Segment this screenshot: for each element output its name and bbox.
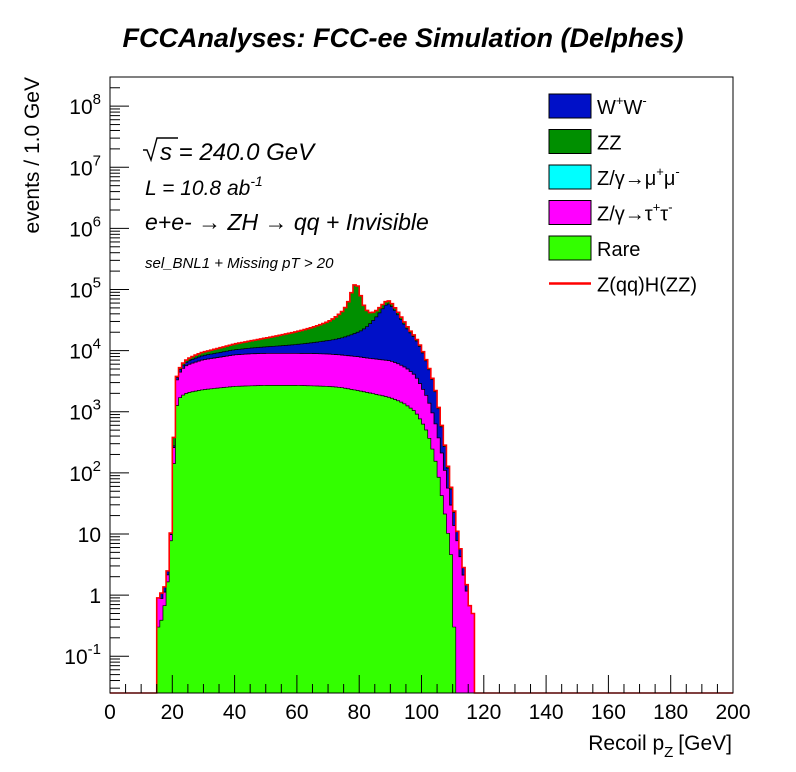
- stacked-histogram: [110, 284, 733, 694]
- legend-swatch: [548, 200, 592, 225]
- legend-label: W+W-: [597, 93, 647, 119]
- y-tick-label: 108: [69, 91, 101, 119]
- y-tick-label: 10: [78, 524, 101, 547]
- legend-label: Z/γ→μ+μ-: [597, 164, 680, 190]
- y-tick-label: 104: [69, 336, 101, 364]
- x-axis: 0 20 40 60 80 100 120 140 160 180 200: [104, 675, 751, 724]
- x-tick-label: 120: [466, 701, 501, 724]
- legend-swatch: [548, 129, 592, 154]
- x-axis-title: Recoil pZ [GeV]: [588, 732, 732, 761]
- x-tick-label: 80: [348, 701, 371, 724]
- legend-label: Z(qq)H(ZZ): [597, 275, 697, 297]
- x-tick-label: 60: [285, 701, 308, 724]
- y-tick-label: 103: [69, 397, 101, 425]
- y-tick-label: 10-1: [64, 641, 101, 669]
- legend-label: ZZ: [597, 133, 621, 155]
- x-axis-title-unit: [GeV]: [678, 732, 732, 755]
- legend-swatch: [548, 235, 592, 261]
- x-tick-label: 140: [529, 701, 564, 724]
- legend: W+W- ZZ Z/γ→μ+μ- Z/γ→τ+τ- Rare Z(qq)H(ZZ): [548, 93, 697, 297]
- y-axis: 10-1 1 10 102 103 104 105 106 107 108: [64, 76, 129, 689]
- annotation-selection: sel_BNL1 + Missing pT > 20: [145, 255, 334, 272]
- sqrt-symbol: [143, 137, 178, 163]
- x-axis-title-subscript: Z: [664, 744, 673, 761]
- legend-swatch: [548, 164, 592, 190]
- x-tick-label: 200: [715, 701, 750, 724]
- x-axis-title-main: Recoil p: [588, 732, 664, 755]
- y-tick-label: 102: [69, 458, 101, 486]
- y-tick-label: 106: [69, 213, 101, 241]
- legend-item: Rare: [548, 235, 640, 261]
- legend-item: W+W-: [548, 93, 647, 119]
- legend-item: Z/γ→μ+μ-: [548, 164, 680, 190]
- y-tick-label: 1: [89, 585, 101, 608]
- x-tick-label: 160: [591, 701, 626, 724]
- x-tick-label: 0: [104, 701, 116, 724]
- legend-item: Z/γ→τ+τ-: [548, 200, 673, 226]
- annotation-sqrt-s: s = 240.0 GeV: [160, 139, 316, 166]
- y-tick-label: 105: [69, 275, 101, 303]
- chart-title: FCCAnalyses: FCC-ee Simulation (Delphes): [122, 23, 683, 53]
- x-tick-label: 20: [161, 701, 184, 724]
- legend-swatch: [548, 93, 592, 119]
- legend-label: Z/γ→τ+τ-: [597, 200, 673, 226]
- annotation-lumi-sup: -1: [250, 173, 262, 189]
- legend-item: Z(qq)H(ZZ): [549, 275, 697, 297]
- x-tick-label: 180: [653, 701, 688, 724]
- annotation-lumi-main: L = 10.8 ab: [145, 177, 251, 200]
- annotations: s = 240.0 GeV L = 10.8 ab-1 e+e- → ZH → …: [143, 137, 429, 272]
- y-tick-label: 107: [69, 152, 101, 180]
- annotation-process: e+e- → ZH → qq + Invisible: [145, 209, 429, 235]
- legend-label: Rare: [597, 239, 640, 261]
- x-tick-label: 100: [404, 701, 439, 724]
- legend-item: ZZ: [548, 129, 621, 155]
- x-tick-label: 40: [223, 701, 246, 724]
- y-axis-title: events / 1.0 GeV: [21, 77, 44, 233]
- annotation-lumi: L = 10.8 ab-1: [145, 173, 263, 200]
